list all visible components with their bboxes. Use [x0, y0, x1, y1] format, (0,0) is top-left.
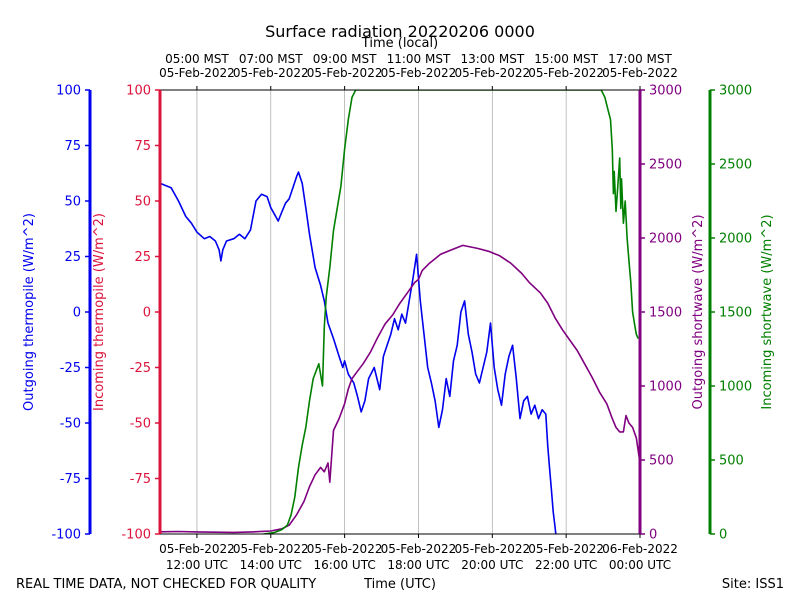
y-tick-label: 0 [73, 306, 81, 321]
x-tick-label-time: 00:00 UTC [609, 558, 671, 572]
top-tick-label-time: 09:00 MST [313, 52, 377, 66]
y-tick-label: 0 [719, 528, 727, 543]
top-tick-label-time: 13:00 MST [460, 52, 524, 66]
y-axis-outgoing-shortwave: 0 500 1000 1500 2000 2500 3000 Outgoing shortwa… [638, 84, 706, 543]
y-tick-label: 500 [719, 454, 744, 469]
y-tick-label: 3000 [719, 84, 752, 99]
y-tick-label: -25 [130, 361, 151, 376]
y-tick-label: -100 [121, 528, 151, 543]
y-axis-incoming-thermopile: -100 -75 -50 -25 0 25 50 75 100 Incoming thermopi… [92, 84, 162, 543]
x-tick-label-date: 05-Feb-2022 [159, 542, 235, 556]
x-ticks-layer: 05-Feb-2022 12:00 UTC 05-Feb-2022 14:00 UTC… [159, 52, 678, 572]
y-tick-label: 75 [64, 139, 81, 154]
y-tick-label: 1000 [719, 380, 752, 395]
y-tick-label: 2000 [719, 232, 752, 247]
y-tick-label: 2000 [649, 232, 682, 247]
y-tick-label: 3000 [649, 84, 682, 99]
top-tick-label-time: 11:00 MST [387, 52, 451, 66]
y-tick-label: -25 [60, 361, 81, 376]
footer-left: REAL TIME DATA, NOT CHECKED FOR QUALITY [16, 577, 316, 592]
series-outgoing-shortwave [160, 244, 640, 534]
y-tick-label: 50 [64, 195, 81, 210]
y-axis-label: Outgoing thermopile (W/m^2) [22, 213, 37, 411]
series-incoming-shortwave [263, 90, 639, 534]
chart-title: Surface radiation 20220206 0000 [265, 22, 535, 41]
x-tick-label-time: 22:00 UTC [535, 558, 597, 572]
x-tick-label-date: 05-Feb-2022 [381, 542, 457, 556]
x-tick-label-date: 05-Feb-2022 [528, 542, 604, 556]
series-layer [160, 90, 640, 534]
y-axis-label: Outgoing shortwave (W/m^2) [691, 214, 706, 409]
y-tick-label: 500 [649, 454, 674, 469]
top-tick-label-time: 15:00 MST [534, 52, 598, 66]
x-tick-label-time: 12:00 UTC [166, 558, 228, 572]
top-tick-label-date: 05-Feb-2022 [233, 66, 309, 80]
y-tick-label: 50 [134, 195, 151, 210]
y-tick-label: 1000 [649, 380, 682, 395]
x-tick-label-date: 05-Feb-2022 [454, 542, 530, 556]
footer-right: Site: ISS1 [722, 577, 784, 592]
y-axis-label: Incoming shortwave (W/m^2) [760, 214, 775, 409]
y-tick-label: -75 [130, 472, 151, 487]
x-tick-label-time: 20:00 UTC [461, 558, 523, 572]
top-axis-label: Time (local) [361, 36, 438, 51]
top-tick-label-date: 05-Feb-2022 [381, 66, 457, 80]
y-tick-label: 0 [649, 528, 657, 543]
y-tick-label: 100 [126, 84, 151, 99]
x-tick-label-date: 05-Feb-2022 [233, 542, 309, 556]
y-tick-label: -75 [60, 472, 81, 487]
plot-frame [160, 89, 640, 535]
x-tick-label-time: 14:00 UTC [240, 558, 302, 572]
y-tick-label: -50 [130, 417, 151, 432]
axes-layer: -100 -75 -50 -25 0 25 50 75 100 Outgoing thermopi… [22, 84, 775, 543]
y-tick-label: 25 [134, 250, 151, 265]
top-tick-label-date: 05-Feb-2022 [159, 66, 235, 80]
y-tick-label: -50 [60, 417, 81, 432]
x-axis-label: Time (UTC) [363, 577, 436, 592]
x-tick-label-date: 05-Feb-2022 [307, 542, 383, 556]
x-tick-label-date: 06-Feb-2022 [602, 542, 678, 556]
y-tick-label: 2500 [649, 158, 682, 173]
y-tick-label: 0 [143, 306, 151, 321]
grid-lines [196, 90, 567, 534]
top-tick-label-date: 05-Feb-2022 [528, 66, 604, 80]
y-tick-label: -100 [51, 528, 81, 543]
x-tick-label-time: 18:00 UTC [387, 558, 449, 572]
y-axis-incoming-shortwave: 0 500 1000 1500 2000 2500 3000 Incoming shortwa… [708, 84, 775, 543]
y-tick-label: 25 [64, 250, 81, 265]
top-tick-label-time: 17:00 MST [608, 52, 672, 66]
y-axis-label: Incoming thermopile (W/m^2) [92, 213, 107, 411]
y-tick-label: 100 [56, 84, 81, 99]
top-tick-label-date: 05-Feb-2022 [454, 66, 530, 80]
y-tick-label: 75 [134, 139, 151, 154]
top-tick-label-date: 05-Feb-2022 [307, 66, 383, 80]
y-tick-label: 1500 [649, 306, 682, 321]
y-tick-label: 2500 [719, 158, 752, 173]
series-outgoing-thermopile [160, 171, 557, 534]
x-tick-label-time: 16:00 UTC [314, 558, 376, 572]
top-tick-label-time: 05:00 MST [165, 52, 229, 66]
top-tick-label-time: 07:00 MST [239, 52, 303, 66]
y-axis-outgoing-thermopile: -100 -75 -50 -25 0 25 50 75 100 Outgoing thermopi… [22, 84, 92, 543]
y-tick-label: 1500 [719, 306, 752, 321]
top-tick-label-date: 05-Feb-2022 [602, 66, 678, 80]
